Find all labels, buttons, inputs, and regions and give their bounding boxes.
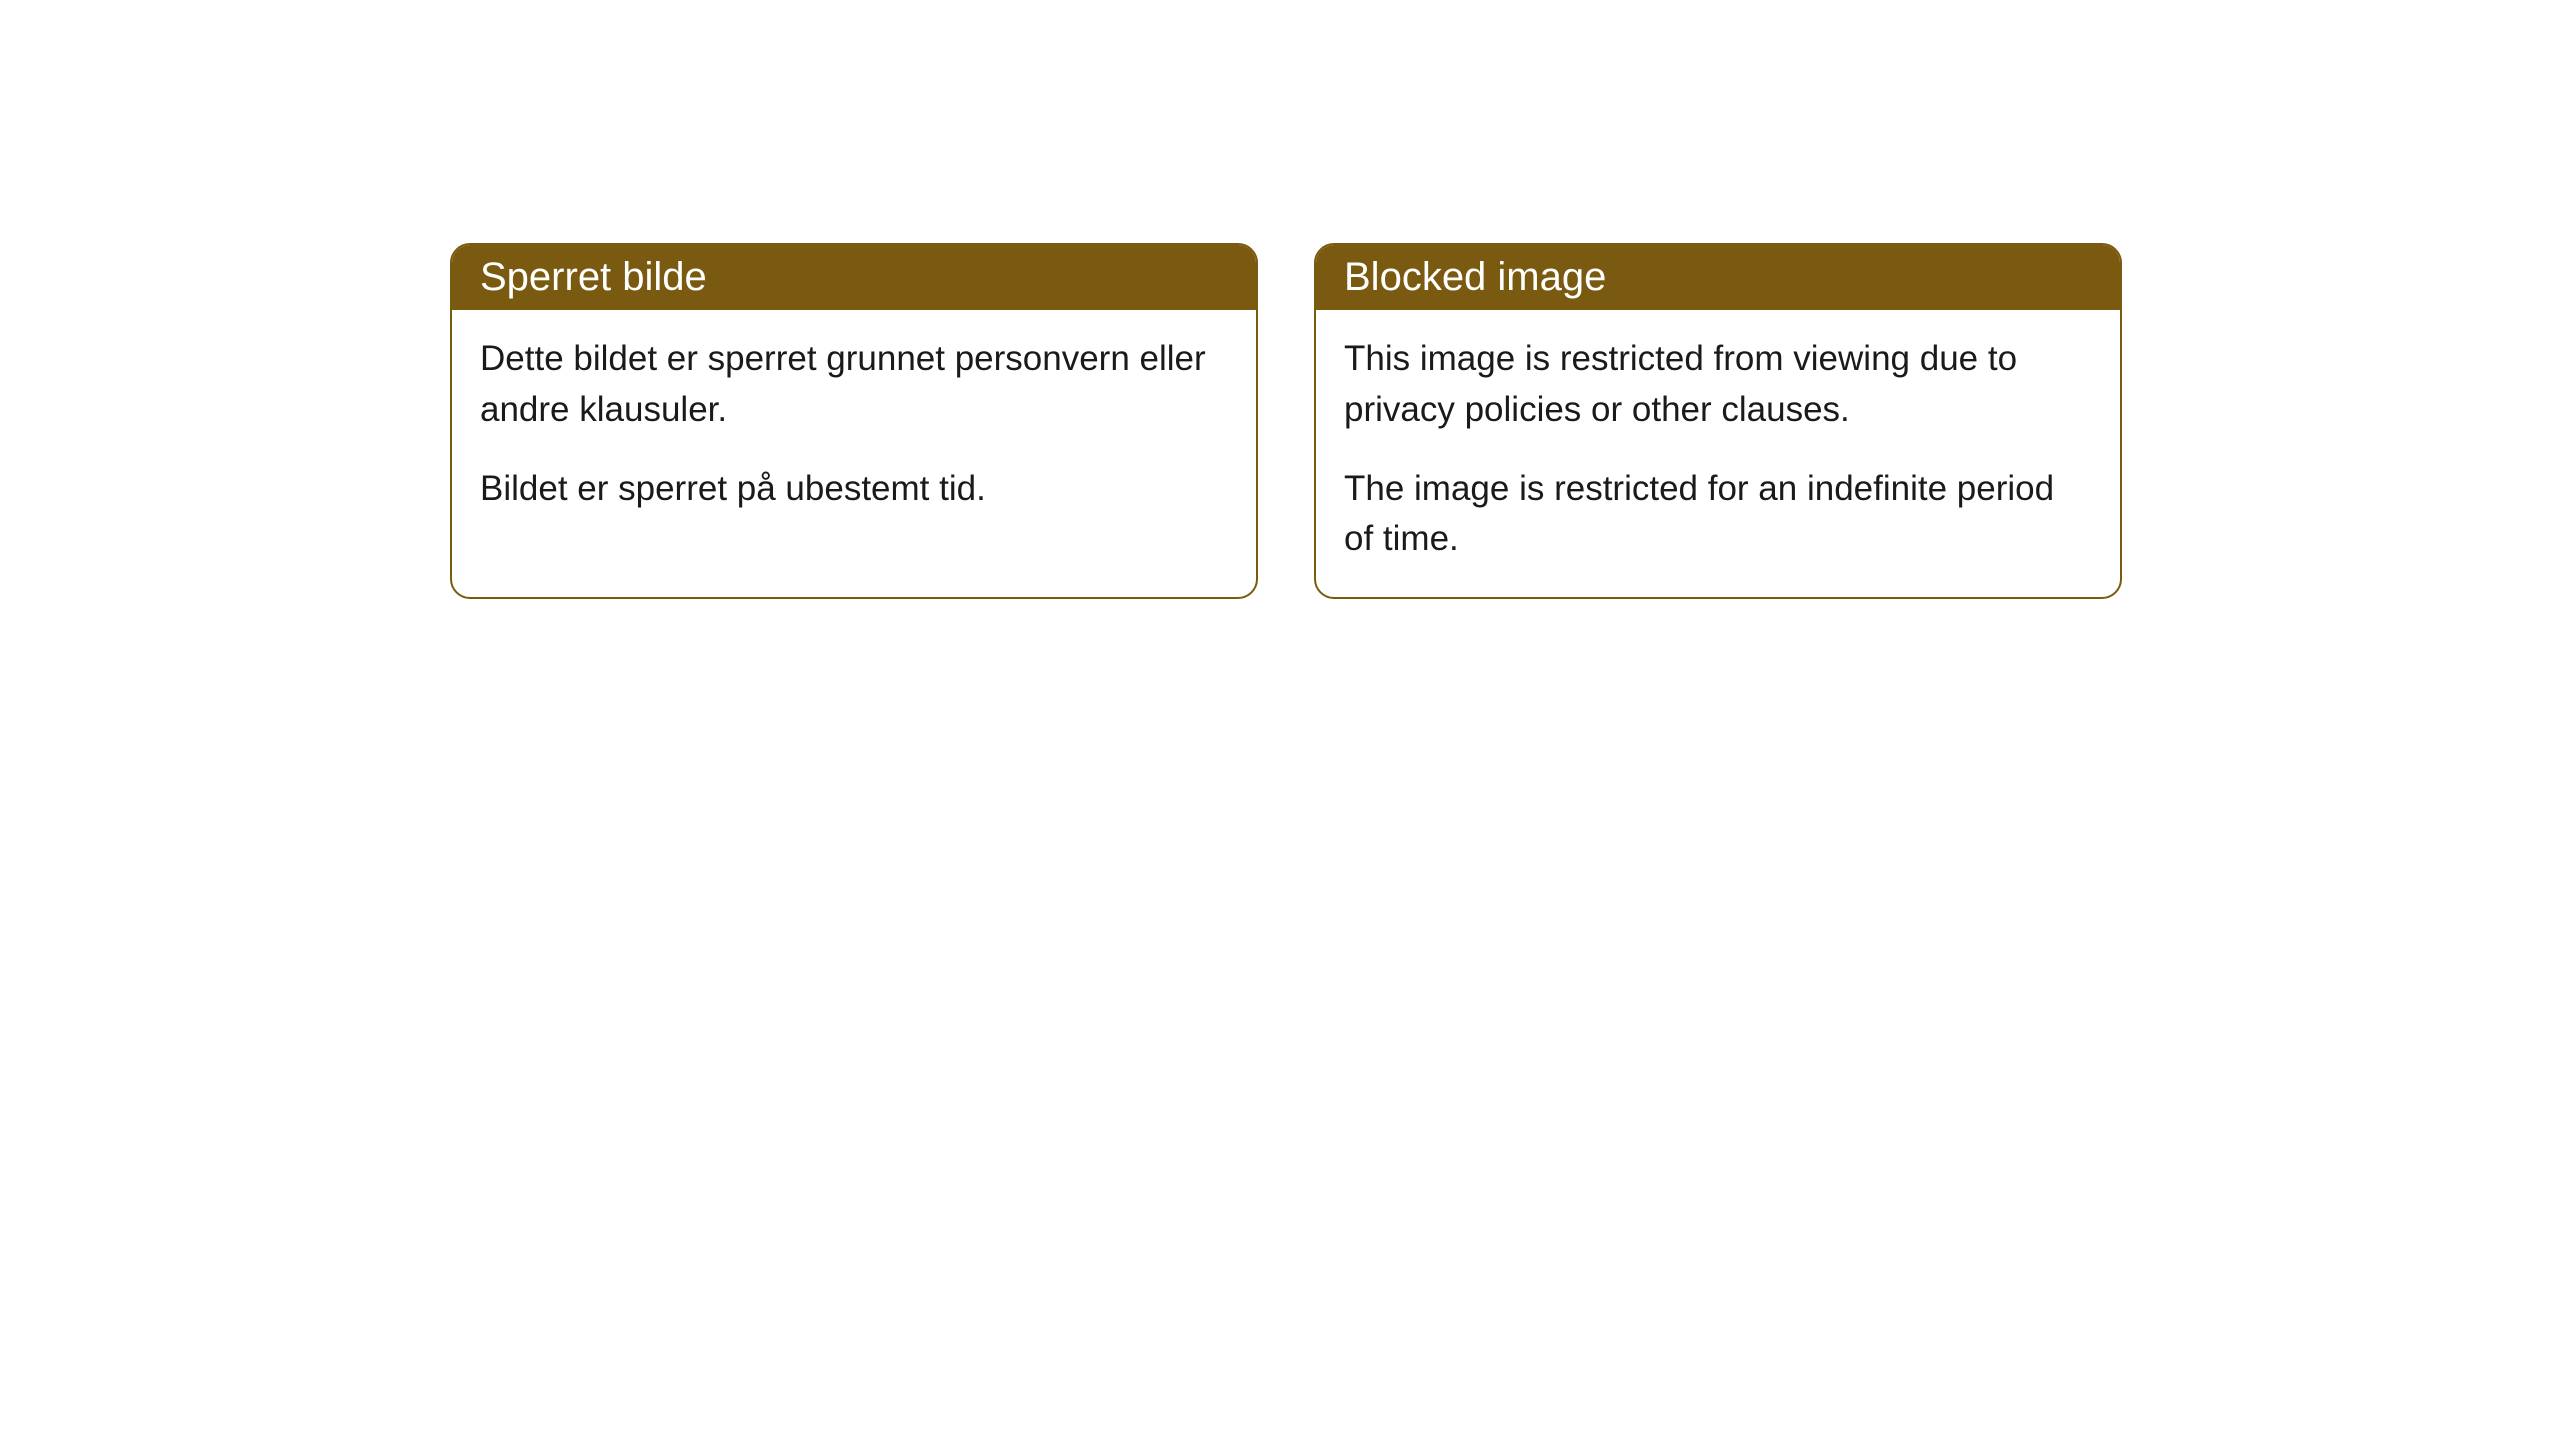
card-paragraph: Dette bildet er sperret grunnet personve… (480, 334, 1228, 436)
notice-card-norwegian: Sperret bilde Dette bildet er sperret gr… (450, 243, 1258, 599)
card-body-english: This image is restricted from viewing du… (1316, 310, 2120, 597)
card-paragraph: The image is restricted for an indefinit… (1344, 464, 2092, 566)
card-header-norwegian: Sperret bilde (452, 245, 1256, 310)
card-body-norwegian: Dette bildet er sperret grunnet personve… (452, 310, 1256, 546)
card-paragraph: This image is restricted from viewing du… (1344, 334, 2092, 436)
notice-cards-container: Sperret bilde Dette bildet er sperret gr… (450, 243, 2122, 599)
card-paragraph: Bildet er sperret på ubestemt tid. (480, 464, 1228, 515)
card-header-english: Blocked image (1316, 245, 2120, 310)
notice-card-english: Blocked image This image is restricted f… (1314, 243, 2122, 599)
